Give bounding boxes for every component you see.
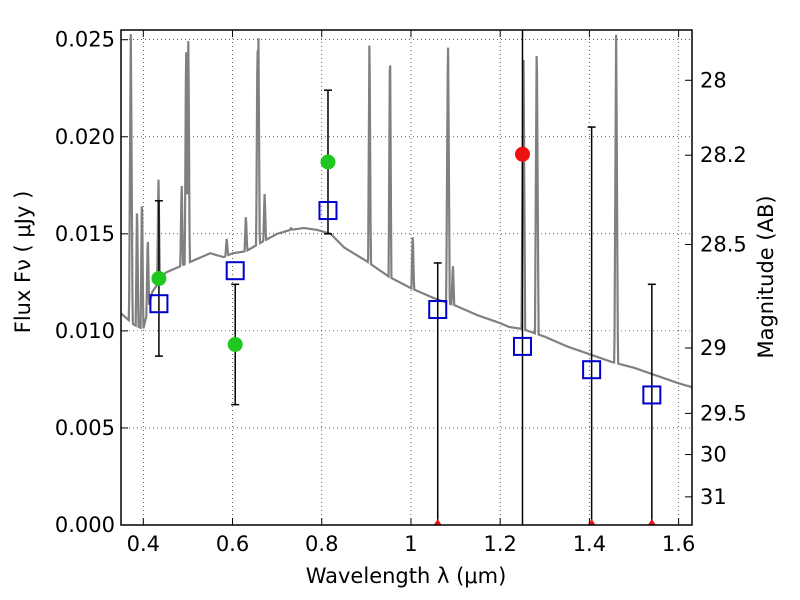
y-tick-label-1: 0.005 bbox=[55, 416, 115, 440]
point-square-3-3 bbox=[428, 300, 448, 320]
model-sed-layer bbox=[120, 34, 693, 389]
point-square-3-5 bbox=[582, 360, 602, 380]
y-tick-label-0: 0.000 bbox=[55, 513, 115, 537]
point-circle-0-0 bbox=[151, 270, 167, 286]
grid-lines bbox=[121, 30, 692, 526]
x-axis-label: Wavelength λ (μm) bbox=[306, 564, 507, 588]
point-triangle-2-0 bbox=[433, 519, 442, 525]
x-tick-label-6: 1.6 bbox=[662, 532, 695, 556]
y-tick-label-5: 0.025 bbox=[55, 28, 115, 52]
point-square-3-0 bbox=[149, 294, 169, 314]
plot-frame bbox=[120, 29, 693, 526]
point-square-3-4 bbox=[512, 336, 532, 356]
y2-axis-label: Magnitude (AB) bbox=[754, 195, 778, 358]
y2-tick-label-6: 31 bbox=[700, 485, 727, 509]
y-tick-label-3: 0.015 bbox=[55, 222, 115, 246]
y2-tick-label-5: 30 bbox=[700, 443, 727, 467]
y2-tick-label-4: 29.5 bbox=[700, 401, 747, 425]
point-circle-0-2 bbox=[320, 154, 336, 170]
y2-axis-ticks: 28 28.2 28.5 29 29.5 30 31 bbox=[685, 68, 747, 509]
y-tick-label-2: 0.010 bbox=[55, 319, 115, 343]
point-circle-1-0 bbox=[514, 146, 530, 162]
x-tick-label-4: 1.2 bbox=[483, 532, 516, 556]
y2-tick-label-1: 28.2 bbox=[700, 143, 747, 167]
point-triangle-2-1 bbox=[587, 519, 596, 525]
point-circle-0-1 bbox=[227, 336, 243, 352]
y2-tick-label-2: 28.5 bbox=[700, 233, 747, 257]
x-tick-label-1: 0.6 bbox=[216, 532, 249, 556]
data-points-layer bbox=[149, 30, 662, 525]
y2-tick-label-0: 28 bbox=[700, 68, 727, 92]
point-square-3-6 bbox=[642, 385, 662, 405]
y2-tick-label-3: 29 bbox=[700, 336, 727, 360]
x-tick-label-3: 1 bbox=[404, 532, 417, 556]
point-triangle-2-2 bbox=[647, 519, 656, 525]
x-tick-label-2: 0.8 bbox=[305, 532, 338, 556]
x-axis-ticks: 0.4 0.6 0.8 1 1.2 1.4 1.6 bbox=[127, 30, 695, 556]
point-square-3-2 bbox=[318, 201, 338, 221]
x-tick-label-5: 1.4 bbox=[573, 532, 606, 556]
y-axis-label: Flux Fν ( μJy ) bbox=[11, 191, 35, 334]
point-square-3-1 bbox=[225, 261, 245, 281]
y-tick-label-4: 0.020 bbox=[55, 125, 115, 149]
y-axis-ticks: 0.000 0.005 0.010 0.015 0.020 0.025 bbox=[55, 28, 128, 537]
model-sed-line bbox=[120, 34, 693, 389]
x-tick-label-0: 0.4 bbox=[127, 532, 160, 556]
